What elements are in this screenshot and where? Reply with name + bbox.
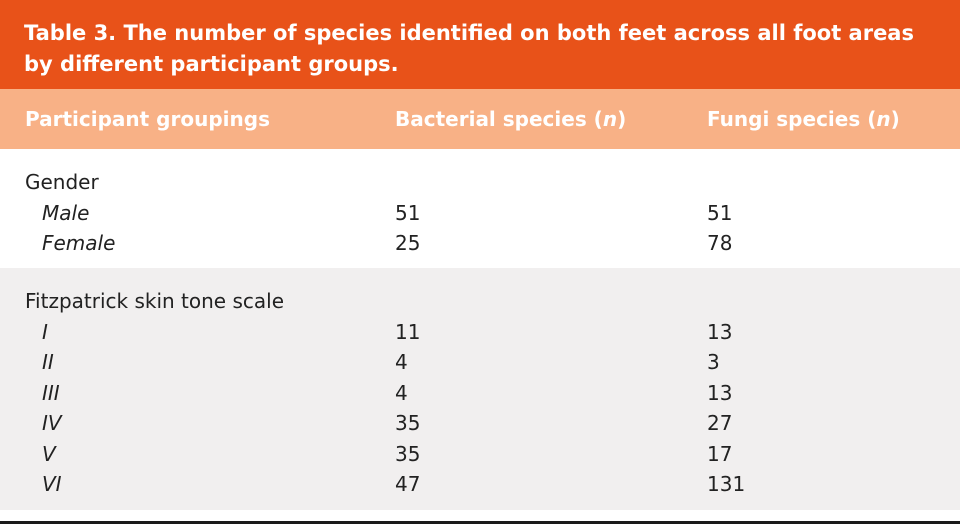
row-label: Female xyxy=(42,231,116,255)
bacterial-value: 35 xyxy=(395,441,421,466)
row-label: I xyxy=(42,319,48,344)
row-label: IV xyxy=(42,411,62,435)
table-title: Table 3. The number of species identifie… xyxy=(0,0,960,89)
bacterial-value: 4 xyxy=(395,350,408,374)
row-label: VI xyxy=(42,472,62,496)
bacterial-value: 11 xyxy=(395,319,421,344)
fungi-value: 51 xyxy=(707,200,733,225)
header-fungi-species: Fungi species (n) xyxy=(707,107,900,131)
table-row: IV 35 27 xyxy=(0,408,960,439)
section-label: Gender xyxy=(25,170,99,194)
fungi-value: 17 xyxy=(707,441,733,466)
header-fungi-n: n xyxy=(876,107,891,131)
bacterial-value: 51 xyxy=(395,200,421,225)
table-row: V 35 17 xyxy=(0,439,960,470)
header-fungi-prefix: Fungi species ( xyxy=(707,107,877,131)
section-label-row: Gender xyxy=(0,167,960,198)
table-row: VI 47 131 xyxy=(0,469,960,500)
row-label: Male xyxy=(42,200,90,225)
table-row: Female 25 78 xyxy=(0,228,960,259)
bacterial-value: 35 xyxy=(395,411,421,435)
bacterial-value: 25 xyxy=(395,231,421,255)
fungi-value: 131 xyxy=(707,472,746,496)
row-label: V xyxy=(42,441,56,466)
section-label: Fitzpatrick skin tone scale xyxy=(25,289,284,313)
table-header-row: Participant groupings Bacterial species … xyxy=(0,89,960,149)
table-title-line2: by different participant groups. xyxy=(24,52,399,76)
section-fitzpatrick: Fitzpatrick skin tone scale I 11 13 II 4… xyxy=(0,268,960,510)
fungi-value: 78 xyxy=(707,231,733,255)
row-label: II xyxy=(42,350,54,374)
section-gender: Gender Male 51 51 Female 25 78 xyxy=(0,149,960,268)
table-title-line1: Table 3. The number of species identifie… xyxy=(24,21,914,45)
header-bacterial-prefix: Bacterial species ( xyxy=(395,107,603,131)
row-label: III xyxy=(42,380,60,405)
header-participant-groupings: Participant groupings xyxy=(25,107,270,131)
header-bacterial-species: Bacterial species (n) xyxy=(395,107,626,131)
bacterial-value: 4 xyxy=(395,380,408,405)
header-fungi-suffix: ) xyxy=(890,107,900,131)
header-bacterial-suffix: ) xyxy=(617,107,627,131)
table-bottom-rule xyxy=(0,521,960,524)
table-row: Male 51 51 xyxy=(0,198,960,229)
fungi-value: 27 xyxy=(707,411,733,435)
section-label-row: Fitzpatrick skin tone scale xyxy=(0,286,960,317)
bacterial-value: 47 xyxy=(395,472,421,496)
fungi-value: 13 xyxy=(707,380,733,405)
table-row: III 4 13 xyxy=(0,378,960,409)
fungi-value: 3 xyxy=(707,350,720,374)
header-bacterial-n: n xyxy=(602,107,618,131)
fungi-value: 13 xyxy=(707,319,733,344)
table-row: II 4 3 xyxy=(0,347,960,378)
table-row: I 11 13 xyxy=(0,317,960,348)
